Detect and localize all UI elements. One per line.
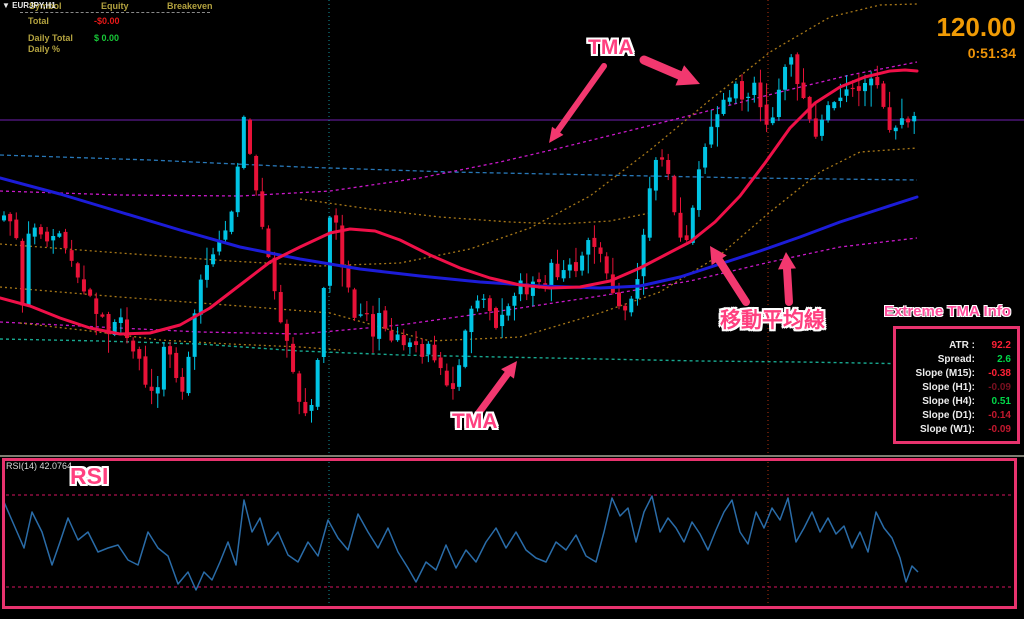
ma-blue-slow (0, 176, 919, 290)
total-label: Total (28, 16, 49, 26)
chart-symbol-timeframe[interactable]: ▼ EURJPY,H1 (2, 1, 56, 10)
daily-total-label: Daily Total (28, 33, 73, 43)
upper-band-cyan (0, 154, 918, 181)
rsi-indicator-readout: RSI(14) 42.0764 (6, 461, 73, 471)
tma-orange-arc (0, 3, 918, 267)
tma-info-row: ATR :92.2 (949, 340, 1011, 351)
tma-info-row: Spread: 2.6 (937, 354, 1011, 365)
extreme-tma-info-panel: ATR :92.2 Spread: 2.6 Slope (M15): -0.38 Slop… (893, 326, 1020, 444)
candle-countdown-timer: 0:51:34 (967, 45, 1016, 61)
tma-info-row: Slope (H1): -0.09 (922, 382, 1011, 393)
tma-info-row: Slope (H4): 0.51 (922, 396, 1011, 407)
rsi-line (3, 495, 919, 591)
ma-red-fast (0, 68, 919, 336)
daily-percent-label: Daily % (28, 44, 61, 54)
extreme-tma-info-title: Extreme TMA Info (884, 303, 1011, 320)
tma-info-row: Slope (W1): -0.09 (920, 424, 1011, 435)
tma-top-label: TMA (588, 36, 634, 59)
candlesticks (2, 52, 917, 423)
tma-teal-lower (0, 338, 918, 365)
column-header-breakeven: Breakeven (167, 1, 213, 11)
total-value: -$0.00 (94, 16, 120, 26)
header-separator (20, 12, 210, 13)
rsi-panel-border (2, 458, 1017, 609)
tma-magenta-rising (0, 61, 918, 197)
tma-info-row: Slope (M15): -0.38 (915, 368, 1011, 379)
tma-orange-mid (299, 198, 651, 225)
tma-bottom-label: TMA (452, 410, 498, 433)
column-header-symbol: Symbol (29, 1, 62, 11)
daily-total-value: $ 0.00 (94, 33, 120, 43)
column-header-equity: Equity (101, 1, 129, 11)
moving-average-label: 移動平均線 (720, 309, 825, 332)
tma-info-row: Slope (D1): -0.14 (922, 410, 1011, 421)
current-price: 120.00 (936, 12, 1016, 42)
rsi-big-label: RSI (70, 463, 109, 489)
tma-orange-lower (0, 147, 918, 342)
